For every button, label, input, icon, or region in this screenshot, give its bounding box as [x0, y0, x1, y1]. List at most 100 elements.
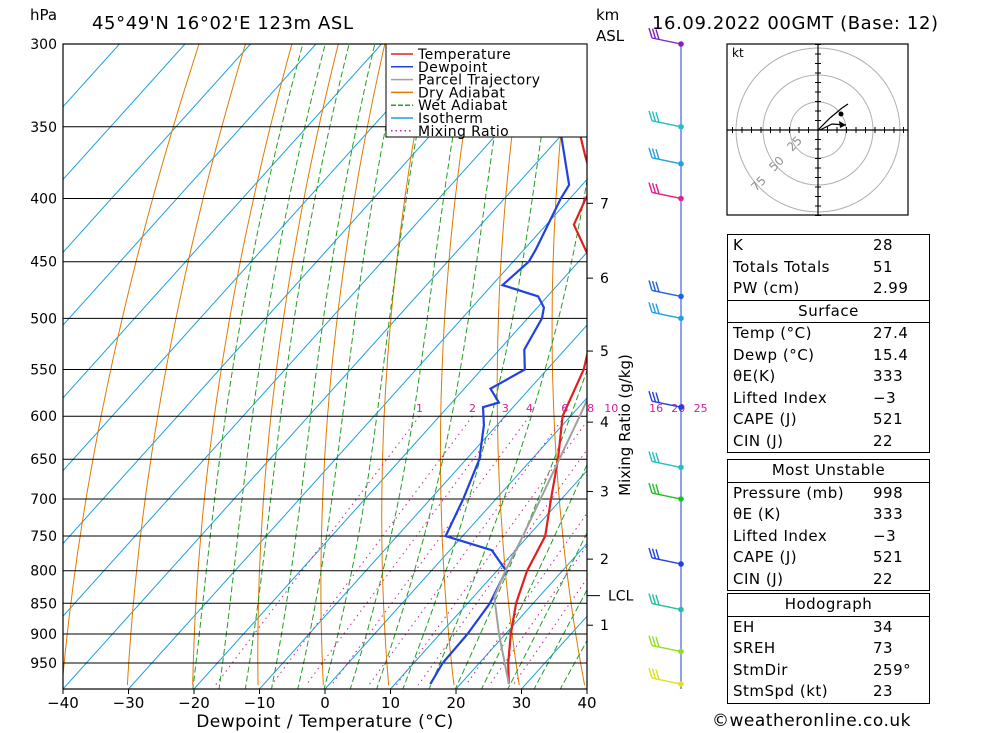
wind-barb-feather [651, 280, 657, 292]
stat-value: 2.99 [873, 279, 909, 297]
wind-barb-staff [651, 602, 682, 611]
wind-barb-feather [648, 302, 653, 313]
stat-row: CAPE (J) 521 [728, 547, 929, 569]
pressure-tick-label: 400 [30, 191, 57, 207]
mixing-ratio-label: 25 [694, 402, 708, 415]
km-tick-label: 3 [600, 484, 609, 500]
stat-row: StmDir 259° [728, 660, 929, 682]
stat-row: θE (K) 333 [728, 504, 929, 526]
wind-barb-staff [651, 289, 682, 298]
wind-barb-feather [648, 547, 653, 559]
dry-adiabat-line [192, 44, 293, 686]
stat-row: K 28 [728, 235, 929, 257]
wind-barb-feather [655, 303, 660, 314]
stat-label: Totals Totals [733, 257, 830, 276]
mixing-ratio-line [215, 415, 420, 686]
stat-value: 22 [873, 431, 894, 450]
wind-level-dot [678, 496, 684, 502]
location-title: 45°49'N 16°02'E 123m ASL [92, 13, 354, 34]
wind-barb-feather [648, 147, 653, 159]
legend-label: Temperature [417, 47, 511, 63]
mixing-ratio-label: 2 [469, 402, 476, 415]
wind-barb-feather [648, 667, 653, 679]
mixing-ratio-label: 1 [416, 402, 423, 415]
isotherm-line [324, 397, 587, 689]
km-tick-label: 1 [600, 618, 609, 634]
km-tick-label: 2 [600, 552, 609, 568]
stat-value: 521 [873, 410, 904, 428]
dry-adiabat-line [942, 44, 1000, 685]
isotherm-line [63, 44, 448, 472]
wind-level-dot [678, 41, 684, 47]
storm-motion-arrow [839, 121, 846, 128]
stat-label: CIN (J) [733, 431, 784, 450]
plot-frame [62, 43, 588, 690]
mixing-ratio-label: 6 [561, 402, 568, 415]
pressure-tick-label: 450 [30, 255, 57, 271]
stat-label: CAPE (J) [733, 548, 798, 566]
km-tick-label: 5 [600, 344, 609, 360]
stat-label: EH [733, 617, 755, 636]
stat-value: 22 [873, 569, 894, 588]
mixing-ratio-line [512, 577, 587, 686]
isotherm-line [63, 44, 382, 399]
wind-level-dot [678, 681, 684, 687]
chart-background-lines [63, 44, 1000, 689]
indices-table: K 28 Totals Totals 51 PW (cm) 2.99 Surface Te… [727, 234, 930, 453]
stat-label: Temp (°C) [733, 324, 812, 342]
lcl-label: LCL [608, 589, 634, 605]
dry-adiabat-line [381, 44, 432, 686]
stat-value: 15.4 [873, 345, 909, 364]
stat-value: 34 [873, 617, 894, 636]
stat-row: CIN (J) 22 [728, 569, 929, 591]
stat-row: StmSpd (kt) 23 [728, 681, 929, 703]
legend-label: Dry Adiabat [418, 85, 505, 101]
mixing-ratio-line [395, 420, 587, 686]
wind-level-dot [678, 464, 684, 471]
isotherm-line [455, 542, 587, 689]
wind-barb-feather [655, 594, 660, 606]
wind-level-dot [678, 315, 684, 322]
credit-text: ©weatheronline.co.uk [712, 711, 912, 731]
wind-profile [648, 27, 684, 689]
dry-adiabat-line [657, 44, 715, 685]
wind-level-dot [678, 648, 684, 655]
pressure-tick-label: 700 [30, 492, 57, 508]
wind-barb-feather [655, 149, 660, 160]
stat-row: Pressure (mb) 998 [728, 483, 929, 505]
datetime-title: 16.09.2022 00GMT (Base: 12) [652, 13, 939, 34]
stat-value: 259° [873, 660, 912, 679]
wind-barb-feather [655, 484, 660, 495]
pressure-tick-label: 850 [30, 596, 57, 612]
dry-adiabat-line [439, 44, 479, 686]
wet-adiabat-line [244, 44, 350, 689]
pressure-tick-label: 500 [30, 311, 57, 327]
isotherm-line [259, 324, 587, 689]
wet-adiabat-line [192, 44, 304, 689]
stat-value: 51 [873, 257, 894, 276]
pressure-tick-label: 300 [30, 37, 57, 53]
hodograph-stats-title: Hodograph [728, 594, 929, 617]
stat-label: StmSpd (kt) [733, 682, 829, 700]
mixing-ratio-line [417, 448, 587, 686]
wet-adiabat-line [454, 368, 587, 689]
stat-label: θE (K) [733, 505, 781, 523]
stat-value: 23 [873, 682, 894, 700]
isotherm-line [63, 44, 579, 617]
isotherm-line [390, 469, 587, 689]
wind-barb-staff [651, 677, 682, 685]
stat-row: θE(K) 333 [728, 366, 929, 388]
wind-barb-staff [651, 557, 682, 565]
wet-adiabat-line [349, 44, 470, 689]
stat-value: 998 [873, 483, 904, 502]
legend-label: Wet Adiabat [418, 98, 508, 114]
x-tick-label: 40 [577, 694, 596, 712]
dry-adiabat-line [988, 44, 1000, 685]
stat-label: Pressure (mb) [733, 483, 845, 502]
stat-value: 333 [873, 367, 904, 385]
wind-barb-feather [655, 111, 660, 123]
x-tick-label: 30 [512, 694, 531, 712]
asl-label: ASL [596, 27, 625, 45]
wind-barb-feather [651, 28, 657, 39]
